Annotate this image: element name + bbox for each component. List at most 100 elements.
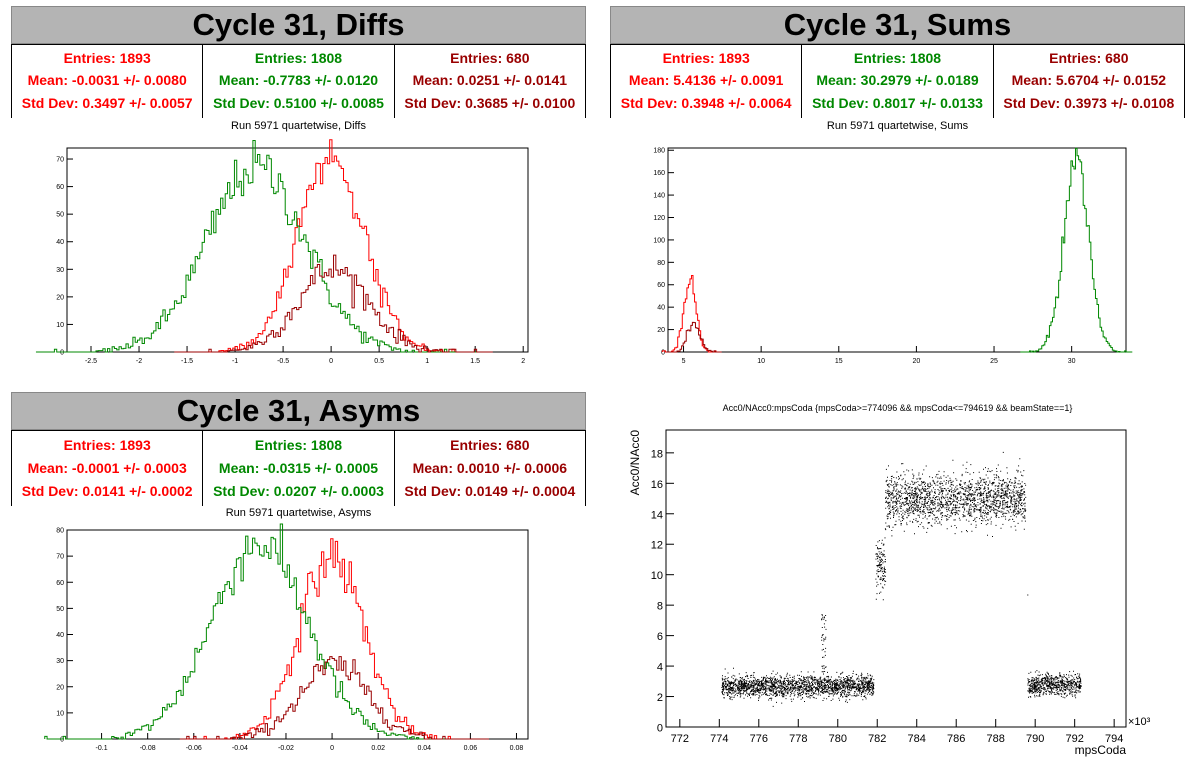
hist-series-2 — [666, 321, 722, 353]
x-tick-label: 790 — [1026, 733, 1044, 745]
sums-stats: Entries: 1893 Mean: 5.4136 +/- 0.0091 St… — [610, 44, 1185, 118]
diffs-stat-green: Entries: 1808 Mean: -0.7783 +/- 0.0120 S… — [203, 44, 395, 118]
acc-scatter-plot: 772 774 776 778 780 782 784 786 788 790 792 794 0 2 4 6… — [628, 429, 1151, 757]
y-tick-label: 50 — [56, 212, 64, 219]
diffs-stat-red: Entries: 1893 Mean: -0.0031 +/- 0.0080 S… — [11, 44, 204, 118]
x-tick-label: 0.04 — [417, 745, 431, 752]
x-tick-label: -1 — [232, 358, 238, 365]
x-tick-label: 776 — [750, 733, 768, 745]
stat-std: Std Dev: 0.5100 +/- 0.0085 — [213, 94, 384, 111]
sums-stat-darkred: Entries: 680 Mean: 5.6704 +/- 0.0152 Std… — [993, 44, 1185, 118]
y-tick-label: 140 — [653, 193, 665, 200]
hist-series-1 — [1020, 147, 1133, 353]
x-tick-label: 780 — [829, 733, 847, 745]
y-tick-label: 18 — [651, 448, 663, 460]
stat-entries: Entries: 1808 — [254, 436, 343, 453]
y-tick-label: 6 — [657, 631, 663, 643]
stat-entries: Entries: 680 — [1049, 50, 1129, 67]
x-tick-label: -0.02 — [278, 745, 294, 752]
stat-std: Std Dev: 0.0149 +/- 0.0004 — [404, 482, 576, 499]
x-tick-label: -2 — [136, 358, 142, 365]
y-tick-label: 0 — [60, 737, 64, 744]
hist-series-2 — [174, 254, 493, 353]
y-tick-label: 0 — [661, 350, 665, 357]
stat-entries: Entries: 1893 — [662, 50, 750, 67]
stat-mean: Mean: -0.0315 +/- 0.0005 — [218, 459, 379, 476]
y-tick-label: 2 — [657, 692, 663, 704]
stat-mean: Mean: 5.6704 +/- 0.0152 — [1011, 72, 1167, 89]
stat-std: Std Dev: 0.0141 +/- 0.0002 — [21, 482, 193, 499]
sums-histogram: 5 10 15 20 25 30 0 20 40 60 80 100 120 140 160 180 — [653, 147, 1133, 365]
y-tick-label: 60 — [657, 282, 665, 289]
plot-frame — [665, 429, 1127, 728]
stat-entries: Entries: 680 — [450, 436, 530, 453]
asyms-title: Cycle 31, Asyms — [11, 392, 586, 430]
x-tick-label: -0.1 — [96, 745, 108, 752]
stat-entries: Entries: 680 — [450, 50, 530, 67]
plot-frame — [667, 147, 1127, 353]
x-tick-label: 0.02 — [371, 745, 385, 752]
y-tick-label: 12 — [651, 540, 663, 552]
x-tick-label: 774 — [710, 733, 728, 745]
y-tick-label: 60 — [56, 580, 64, 587]
asyms-subtitle: Run 5971 quartetwise, Asyms — [225, 507, 372, 519]
diffs-stats: Entries: 1893 Mean: -0.0031 +/- 0.0080 S… — [11, 44, 586, 118]
x-tick-label: 0.5 — [374, 358, 384, 365]
x-tick-label: 788 — [987, 733, 1005, 745]
x-tick-label: 0.06 — [464, 745, 478, 752]
stat-mean: Mean: 0.0010 +/- 0.0006 — [412, 459, 568, 476]
scatter-title: Acc0/NAcc0:mpsCoda {mpsCoda>=774096 && m… — [722, 403, 1073, 413]
plot-frame — [66, 529, 529, 740]
x-tick-label: -1.5 — [181, 358, 193, 365]
hist-series-1 — [44, 523, 475, 740]
y-tick-label: 70 — [56, 157, 64, 164]
scatter-points — [721, 451, 1082, 707]
x-tick-label: 0.08 — [510, 745, 524, 752]
y-tick-label: 40 — [657, 305, 665, 312]
y-tick-label: 10 — [651, 570, 663, 582]
plot-frame — [66, 147, 529, 353]
stat-mean: Mean: 30.2979 +/- 0.0189 — [816, 72, 979, 89]
y-tick-label: 40 — [56, 239, 64, 246]
hist-series-1 — [35, 140, 477, 353]
y-tick-label: 30 — [56, 658, 64, 665]
x-tick-label: 30 — [1068, 358, 1076, 365]
x-tick-label: -2.5 — [85, 358, 97, 365]
asyms-stat-green: Entries: 1808 Mean: -0.0315 +/- 0.0005 S… — [203, 430, 395, 506]
x-tick-label: 794 — [1105, 733, 1123, 745]
stat-std: Std Dev: 0.3685 +/- 0.0100 — [404, 94, 576, 111]
x-tick-label: 782 — [868, 733, 886, 745]
stat-entries: Entries: 1893 — [63, 436, 151, 453]
x-tick-label: 0 — [329, 358, 333, 365]
y-tick-label: 16 — [651, 479, 663, 491]
x-tick-label: 15 — [835, 358, 843, 365]
y-tick-label: 4 — [657, 662, 663, 674]
y-tick-label: 14 — [651, 509, 663, 521]
stat-std: Std Dev: 0.3973 +/- 0.0108 — [1003, 94, 1175, 111]
x-tick-label: 10 — [757, 358, 765, 365]
x-tick-label: -0.08 — [140, 745, 156, 752]
asyms-stats: Entries: 1893 Mean: -0.0001 +/- 0.0003 S… — [11, 430, 586, 506]
asyms-stat-red: Entries: 1893 Mean: -0.0001 +/- 0.0003 S… — [11, 430, 204, 506]
y-tick-label: 20 — [56, 684, 64, 691]
stat-mean: Mean: 5.4136 +/- 0.0091 — [628, 72, 784, 89]
y-tick-label: 0 — [657, 723, 663, 735]
stat-entries: Entries: 1808 — [254, 50, 343, 67]
stat-std: Std Dev: 0.3497 +/- 0.0057 — [21, 94, 193, 111]
x-tick-label: 784 — [908, 733, 926, 745]
y-tick-label: 100 — [653, 237, 665, 244]
hist-series-0 — [661, 274, 718, 353]
stat-std: Std Dev: 0.8017 +/- 0.0133 — [812, 94, 983, 111]
stat-entries: Entries: 1808 — [853, 50, 942, 67]
y-tick-label: 8 — [657, 601, 663, 613]
asyms-stat-darkred: Entries: 680 Mean: 0.0010 +/- 0.0006 Std… — [394, 430, 586, 506]
x-axis-multiplier: ×10³ — [1128, 716, 1151, 728]
y-tick-label: 180 — [653, 148, 665, 155]
sums-stat-green: Entries: 1808 Mean: 30.2979 +/- 0.0189 S… — [802, 44, 994, 118]
x-tick-label: -0.04 — [232, 745, 248, 752]
x-tick-label: 20 — [913, 358, 921, 365]
y-tick-label: 70 — [56, 554, 64, 561]
x-tick-label: 0 — [330, 745, 334, 752]
stat-mean: Mean: -0.0031 +/- 0.0080 — [27, 72, 187, 89]
y-tick-label: 120 — [653, 215, 665, 222]
